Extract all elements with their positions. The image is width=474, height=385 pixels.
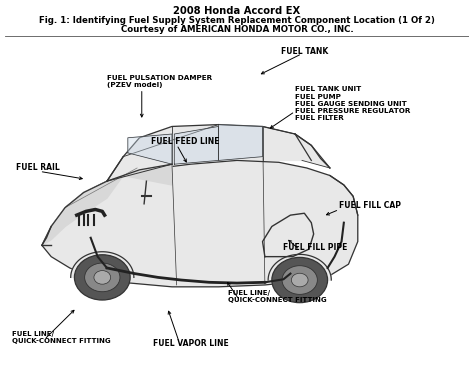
Circle shape [272, 258, 328, 303]
Text: FUEL LINE/
QUICK-CONNECT FITTING: FUEL LINE/ QUICK-CONNECT FITTING [12, 331, 110, 345]
Polygon shape [268, 254, 331, 280]
Circle shape [74, 255, 130, 300]
Text: FUEL TANK UNIT
FUEL PUMP
FUEL GAUGE SENDING UNIT
FUEL PRESSURE REGULATOR
FUEL FI: FUEL TANK UNIT FUEL PUMP FUEL GAUGE SEND… [295, 86, 410, 121]
Text: FUEL RAIL: FUEL RAIL [16, 164, 60, 172]
Polygon shape [128, 134, 172, 164]
Polygon shape [107, 125, 330, 181]
Polygon shape [71, 252, 134, 277]
Text: 2008 Honda Accord EX: 2008 Honda Accord EX [173, 6, 301, 16]
Polygon shape [42, 164, 172, 245]
Circle shape [85, 263, 120, 292]
Polygon shape [174, 126, 219, 164]
Text: Courtesy of AMERICAN HONDA MOTOR CO., INC.: Courtesy of AMERICAN HONDA MOTOR CO., IN… [120, 25, 354, 34]
Circle shape [94, 271, 110, 284]
Polygon shape [42, 161, 358, 287]
Polygon shape [219, 125, 263, 161]
Text: FUEL TANK: FUEL TANK [281, 47, 328, 55]
Text: FUEL PULSATION DAMPER
(PZEV model): FUEL PULSATION DAMPER (PZEV model) [107, 75, 212, 88]
Text: FUEL FEED LINE: FUEL FEED LINE [151, 137, 219, 146]
Text: FUEL LINE/
QUICK-CONNECT FITTING: FUEL LINE/ QUICK-CONNECT FITTING [228, 290, 326, 303]
Text: FUEL VAPOR LINE: FUEL VAPOR LINE [154, 339, 229, 348]
Text: FUEL FILL PIPE: FUEL FILL PIPE [283, 243, 348, 252]
Text: FUEL FILL CAP: FUEL FILL CAP [339, 201, 401, 210]
Circle shape [292, 273, 308, 287]
Circle shape [282, 266, 318, 295]
Text: Fig. 1: Identifying Fuel Supply System Replacement Component Location (1 Of 2): Fig. 1: Identifying Fuel Supply System R… [39, 16, 435, 25]
